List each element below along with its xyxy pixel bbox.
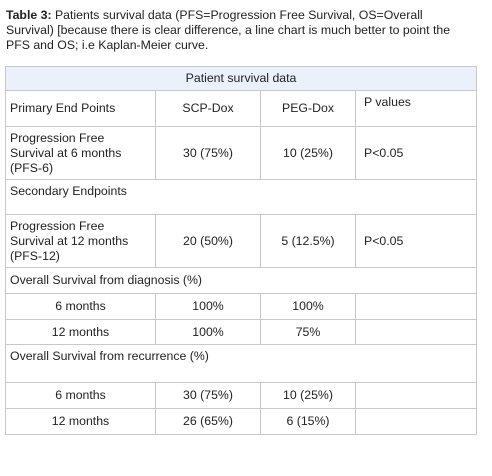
- table-row: Progression Free Survival at 6 months (P…: [5, 126, 478, 180]
- table-cell: 100%: [155, 319, 261, 345]
- table-cell: 10 (25%): [260, 382, 356, 409]
- table-cell: P<0.05: [354, 126, 478, 180]
- table-row: 6 months 100% 100%: [5, 293, 478, 320]
- table-cell: Secondary Endpoints: [4, 179, 478, 215]
- table-cell: 6 (15%): [260, 408, 356, 435]
- table-cell: P values: [354, 90, 478, 127]
- table-cell: Progression Free Survival at 12 months (…: [5, 214, 156, 268]
- table-row: Primary End Points SCP-Dox PEG-Dox P values: [5, 90, 478, 127]
- table-cell: 30 (75%): [155, 382, 261, 409]
- caption-label: Table 3:: [6, 8, 52, 22]
- table-cell: 75%: [260, 319, 356, 345]
- table-row: Overall Survival from diagnosis (%): [4, 267, 478, 294]
- table-row: Progression Free Survival at 12 months (…: [5, 214, 478, 268]
- caption-text: Patients survival data (PFS=Progression …: [6, 8, 451, 52]
- table-cell: 6 months: [5, 293, 156, 320]
- table-cell: Primary End Points: [5, 90, 156, 127]
- table-header: Patient survival data: [4, 66, 478, 91]
- table-cell: 100%: [260, 293, 356, 320]
- table-cell: SCP-Dox: [155, 90, 261, 127]
- table-cell: Overall Survival from recurrence (%): [4, 344, 478, 383]
- table-cell: 6 months: [5, 382, 156, 409]
- table-cell: Progression Free Survival at 6 months (P…: [5, 126, 156, 180]
- table-cell: 26 (65%): [155, 408, 261, 435]
- empty-cell: [354, 293, 478, 320]
- table-row: Overall Survival from recurrence (%): [4, 344, 478, 383]
- table-cell: 20 (50%): [155, 214, 261, 268]
- table-row: 12 months 26 (65%) 6 (15%): [5, 408, 478, 435]
- empty-cell: [354, 382, 478, 409]
- table-cell: 12 months: [5, 408, 156, 435]
- table-cell: 12 months: [5, 319, 156, 345]
- survival-table: Patient survival data Primary End Points…: [4, 66, 478, 435]
- header-row: Patient survival data: [4, 66, 478, 91]
- empty-cell: [354, 319, 478, 345]
- table-row: Secondary Endpoints: [4, 179, 478, 215]
- table-cell: Overall Survival from diagnosis (%): [4, 267, 478, 294]
- empty-cell: [354, 408, 478, 435]
- table-cell: 10 (25%): [260, 126, 356, 180]
- caption: Table 3: Patients survival data (PFS=Pro…: [6, 8, 451, 53]
- table-cell: 5 (12.5%): [260, 214, 356, 268]
- table-cell: PEG-Dox: [260, 90, 356, 127]
- table-row: 6 months 30 (75%) 10 (25%): [5, 382, 478, 409]
- table-cell: 100%: [155, 293, 261, 320]
- table-cell: P<0.05: [354, 214, 478, 268]
- table-cell: 30 (75%): [155, 126, 261, 180]
- table-row: 12 months 100% 75%: [5, 319, 478, 345]
